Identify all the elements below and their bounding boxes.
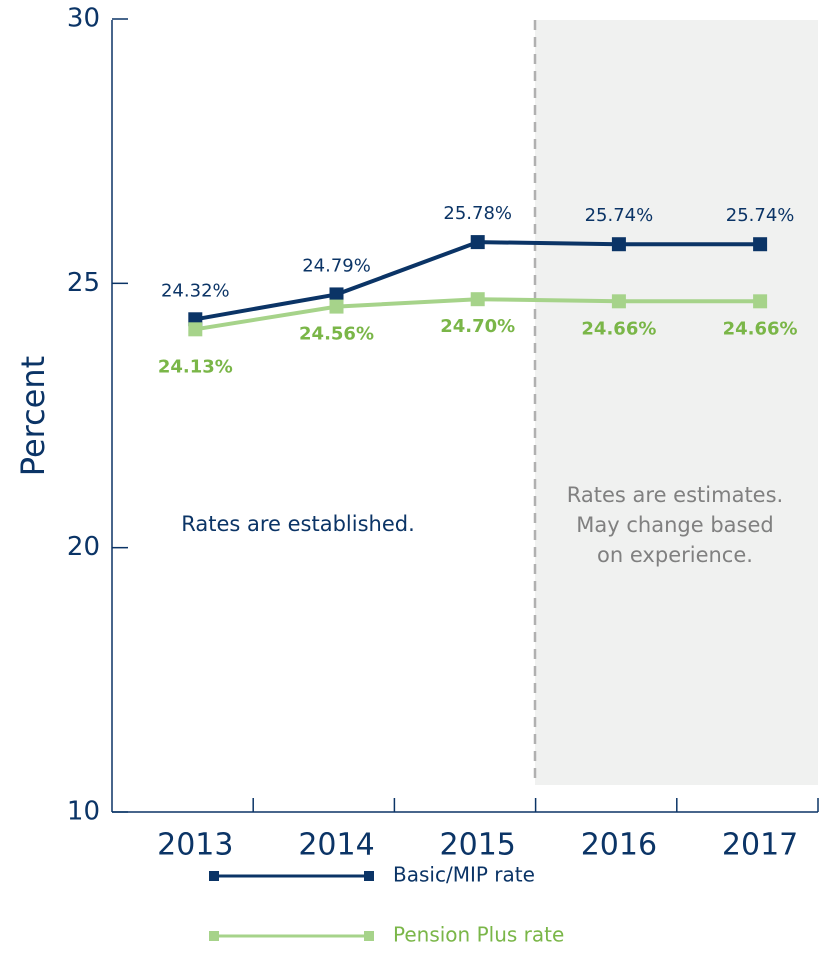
point: [329, 299, 344, 314]
data-label: 24.70%: [440, 316, 515, 337]
y-tick-label: 20: [67, 532, 100, 562]
data-label: 24.79%: [302, 255, 371, 276]
x-tick-label: 2014: [298, 828, 374, 863]
point: [611, 237, 626, 252]
point: [470, 292, 485, 307]
legend-marker: [364, 931, 374, 941]
point: [753, 294, 768, 309]
data-label: 24.56%: [299, 324, 374, 345]
annotation: May change based: [576, 513, 773, 537]
legend-label: Pension Plus rate: [393, 923, 564, 947]
x-tick-label: 2015: [440, 828, 516, 863]
data-label: 24.13%: [158, 356, 233, 377]
y-axis-label: Percent: [14, 356, 52, 476]
point: [611, 294, 626, 309]
data-label: 25.74%: [585, 205, 654, 226]
data-label: 25.74%: [726, 205, 795, 226]
data-label: 25.78%: [443, 203, 512, 224]
point: [470, 235, 485, 250]
legend-label: Basic/MIP rate: [393, 863, 535, 887]
estimate-region: [535, 20, 818, 785]
data-label: 24.32%: [161, 280, 230, 301]
x-tick-label: 2016: [581, 828, 657, 863]
point: [329, 287, 344, 302]
legend-marker: [209, 931, 219, 941]
annotation: Rates are estimates.: [567, 483, 783, 507]
x-tick-label: 2017: [722, 828, 798, 863]
legend-marker: [209, 871, 219, 881]
data-label: 24.66%: [723, 318, 798, 339]
legend-marker: [364, 871, 374, 881]
y-tick-label: 25: [67, 268, 100, 298]
y-tick-label: 30: [67, 4, 100, 34]
data-label: 24.66%: [581, 318, 656, 339]
annotation: Rates are established.: [181, 512, 415, 536]
point: [188, 322, 203, 337]
y-tick-label: 10: [67, 797, 100, 827]
annotation: on experience.: [597, 543, 753, 567]
point: [753, 237, 768, 252]
x-tick-label: 2013: [157, 828, 233, 863]
